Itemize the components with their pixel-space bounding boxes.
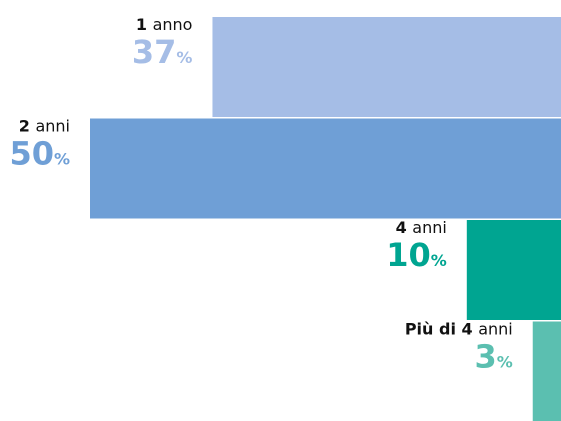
value-label: 3% bbox=[474, 338, 512, 376]
value-unit: % bbox=[497, 353, 513, 372]
category-label-bold: 1 bbox=[136, 15, 153, 34]
value-label: 10% bbox=[386, 236, 447, 274]
value-label: 50% bbox=[9, 135, 70, 173]
category-label-rest: anno bbox=[153, 15, 193, 34]
category-label-bold: Più di 4 bbox=[405, 320, 478, 339]
value-unit: % bbox=[431, 251, 447, 270]
bar bbox=[532, 321, 561, 421]
category-label-bold: 4 bbox=[396, 218, 413, 237]
category-label-bold: 2 bbox=[19, 117, 36, 136]
bar bbox=[90, 118, 561, 219]
category-label: 1 anno bbox=[136, 15, 193, 34]
category-label-rest: anni bbox=[478, 320, 513, 339]
category-label-rest: anni bbox=[412, 218, 447, 237]
value-number: 3 bbox=[474, 338, 496, 376]
value-unit: % bbox=[54, 150, 70, 169]
category-label: 4 anni bbox=[396, 218, 447, 237]
value-number: 37 bbox=[132, 33, 177, 71]
bar bbox=[466, 220, 561, 320]
value-number: 10 bbox=[386, 236, 431, 274]
category-label: 2 anni bbox=[19, 117, 70, 136]
value-number: 50 bbox=[9, 135, 54, 173]
category-label-rest: anni bbox=[35, 117, 70, 136]
value-label: 37% bbox=[132, 33, 193, 71]
value-unit: % bbox=[176, 48, 192, 67]
category-label: Più di 4 anni bbox=[405, 320, 513, 339]
bar bbox=[212, 17, 561, 117]
